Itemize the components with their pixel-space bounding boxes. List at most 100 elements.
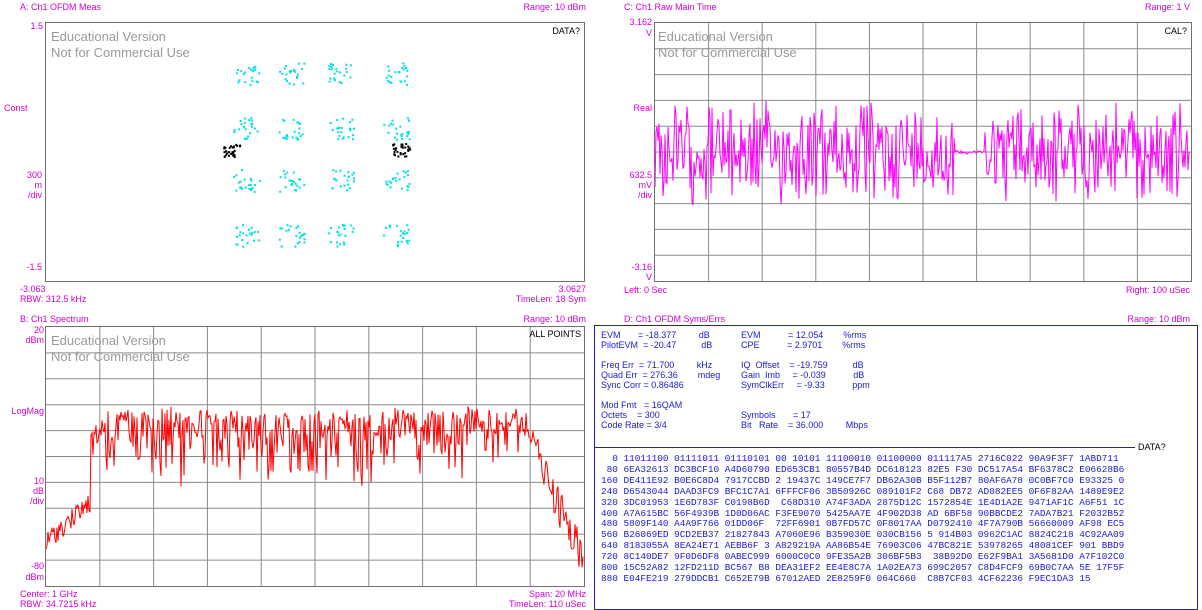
pilot-point	[224, 150, 227, 153]
constellation-point	[396, 172, 399, 175]
constellation-point	[285, 64, 288, 67]
constellation-point	[251, 231, 254, 234]
constellation-point	[249, 184, 252, 187]
constellation-point	[247, 228, 250, 231]
pilot-point	[407, 149, 410, 152]
constellation-point	[296, 75, 299, 78]
constellation-point	[245, 137, 248, 140]
constellation-point	[336, 230, 339, 233]
constellation-plot[interactable]: Educational Version Not for Commercial U…	[45, 22, 585, 282]
panel-b-y-mid: LogMag	[11, 406, 44, 416]
pilot-point	[230, 152, 233, 155]
constellation-point	[395, 224, 398, 227]
panel-b-y-scale2: dB	[32, 486, 44, 496]
constellation-point	[283, 136, 286, 139]
constellation-point	[328, 67, 331, 70]
panel-a-status: DATA?	[552, 26, 580, 36]
constellation-point	[255, 80, 258, 83]
constellation-point	[301, 133, 304, 136]
panel-d-syms-errs[interactable]: D: Ch1 OFDM Syms/Errs Range: 10 dBm EVM …	[594, 310, 1202, 610]
constellation-point	[242, 73, 245, 76]
panel-b-footer-left1: Center: 1 GHz	[20, 589, 78, 599]
constellation-point	[298, 127, 301, 130]
pilot-point	[232, 152, 235, 155]
constellation-point	[254, 65, 257, 68]
constellation-point	[295, 226, 298, 229]
time-trace-line	[655, 100, 1191, 206]
constellation-point	[345, 63, 348, 66]
constellation-point	[340, 82, 343, 85]
pilot-point	[233, 153, 236, 156]
constellation-point	[343, 74, 346, 77]
constellation-point	[401, 132, 404, 135]
panel-b-footer-right1: Span: 20 MHz	[528, 589, 586, 599]
pilot-point	[404, 155, 407, 158]
constellation-point	[237, 68, 240, 71]
panel-b-spectrum[interactable]: B: Ch1 Spectrum Range: 10 dBm 20 dBm Log…	[0, 310, 600, 610]
constellation-point	[280, 245, 283, 248]
panel-a-constellation[interactable]: A: Ch1 OFDM Meas Range: 10 dBm 1.5 Const…	[0, 0, 600, 310]
hex-row: 720 8C140DE7 9F0D6DF8 0ABEC999 6000C0C0 …	[601, 551, 1125, 563]
pilot-point	[400, 143, 403, 146]
constellation-point	[236, 243, 239, 246]
time-plot[interactable]: Educational Version Not for Commercial U…	[654, 22, 1192, 282]
constellation-point	[343, 228, 346, 231]
constellation-point	[250, 179, 253, 182]
constellation-point	[336, 70, 339, 73]
constellation-point	[351, 138, 354, 141]
pilot-point	[235, 143, 238, 146]
constellation-point	[250, 117, 253, 120]
constellation-point	[353, 127, 356, 130]
pilot-point	[231, 151, 234, 154]
constellation-point	[388, 124, 391, 127]
constellation-point	[343, 243, 346, 246]
constellation-point	[385, 183, 388, 186]
constellation-point	[405, 240, 408, 243]
symbols-table[interactable]: EVM = -18.377 dB PilotEVM = -20.47 dB Fr…	[594, 325, 1198, 610]
constellation-point	[388, 80, 391, 83]
constellation-point	[290, 183, 293, 186]
pilot-point	[394, 149, 397, 152]
constellation-point	[235, 72, 238, 75]
spectrum-plot[interactable]: Educational Version Not for Commercial U…	[45, 326, 585, 587]
pilot-point	[407, 145, 410, 148]
panel-c-time[interactable]: C: Ch1 Raw Main Time Range: 1 V 3.162 V …	[600, 0, 1202, 310]
pilot-point	[404, 152, 407, 155]
constellation-point	[287, 228, 290, 231]
constellation-point	[235, 189, 238, 192]
constellation-point	[390, 122, 393, 125]
constellation-point	[406, 134, 409, 137]
constellation-point	[290, 184, 293, 187]
constellation-point	[251, 187, 254, 190]
constellation-point	[246, 135, 249, 138]
constellation-point	[407, 174, 410, 177]
constellation-point	[347, 175, 350, 178]
constellation-point	[296, 184, 299, 187]
constellation-point	[294, 182, 297, 185]
constellation-point	[401, 187, 404, 190]
constellation-point	[342, 241, 345, 244]
pilot-point	[399, 151, 402, 154]
constellation-point	[243, 178, 246, 181]
constellation-point	[405, 232, 408, 235]
constellation-point	[296, 242, 299, 245]
panel-b-footer-left2: RBW: 34.7215 kHz	[20, 599, 97, 609]
panel-a-footer-right: TimeLen: 18 Sym	[515, 294, 586, 304]
constellation-point	[289, 225, 292, 228]
constellation-point	[258, 239, 261, 242]
constellation-point	[298, 241, 301, 244]
constellation-point	[388, 224, 391, 227]
panel-c-y-bottom1: -3.16	[631, 262, 652, 272]
constellation-point	[401, 138, 404, 141]
panel-c-y-top2: V	[645, 28, 652, 38]
constellation-point	[396, 243, 399, 246]
meas-right-column: EVM = 12.054 %rms CPE = 2.9701 %rms IQ O…	[741, 330, 870, 430]
pilot-point	[400, 145, 403, 148]
constellation-point	[238, 234, 241, 237]
constellation-point	[406, 189, 409, 192]
constellation-point	[297, 121, 300, 124]
constellation-point	[247, 184, 250, 187]
constellation-point	[400, 80, 403, 83]
hex-row: 640 8183055A 8EA24E71 AEBB6F 3 A829219A …	[601, 540, 1125, 552]
constellation-point	[250, 76, 253, 79]
